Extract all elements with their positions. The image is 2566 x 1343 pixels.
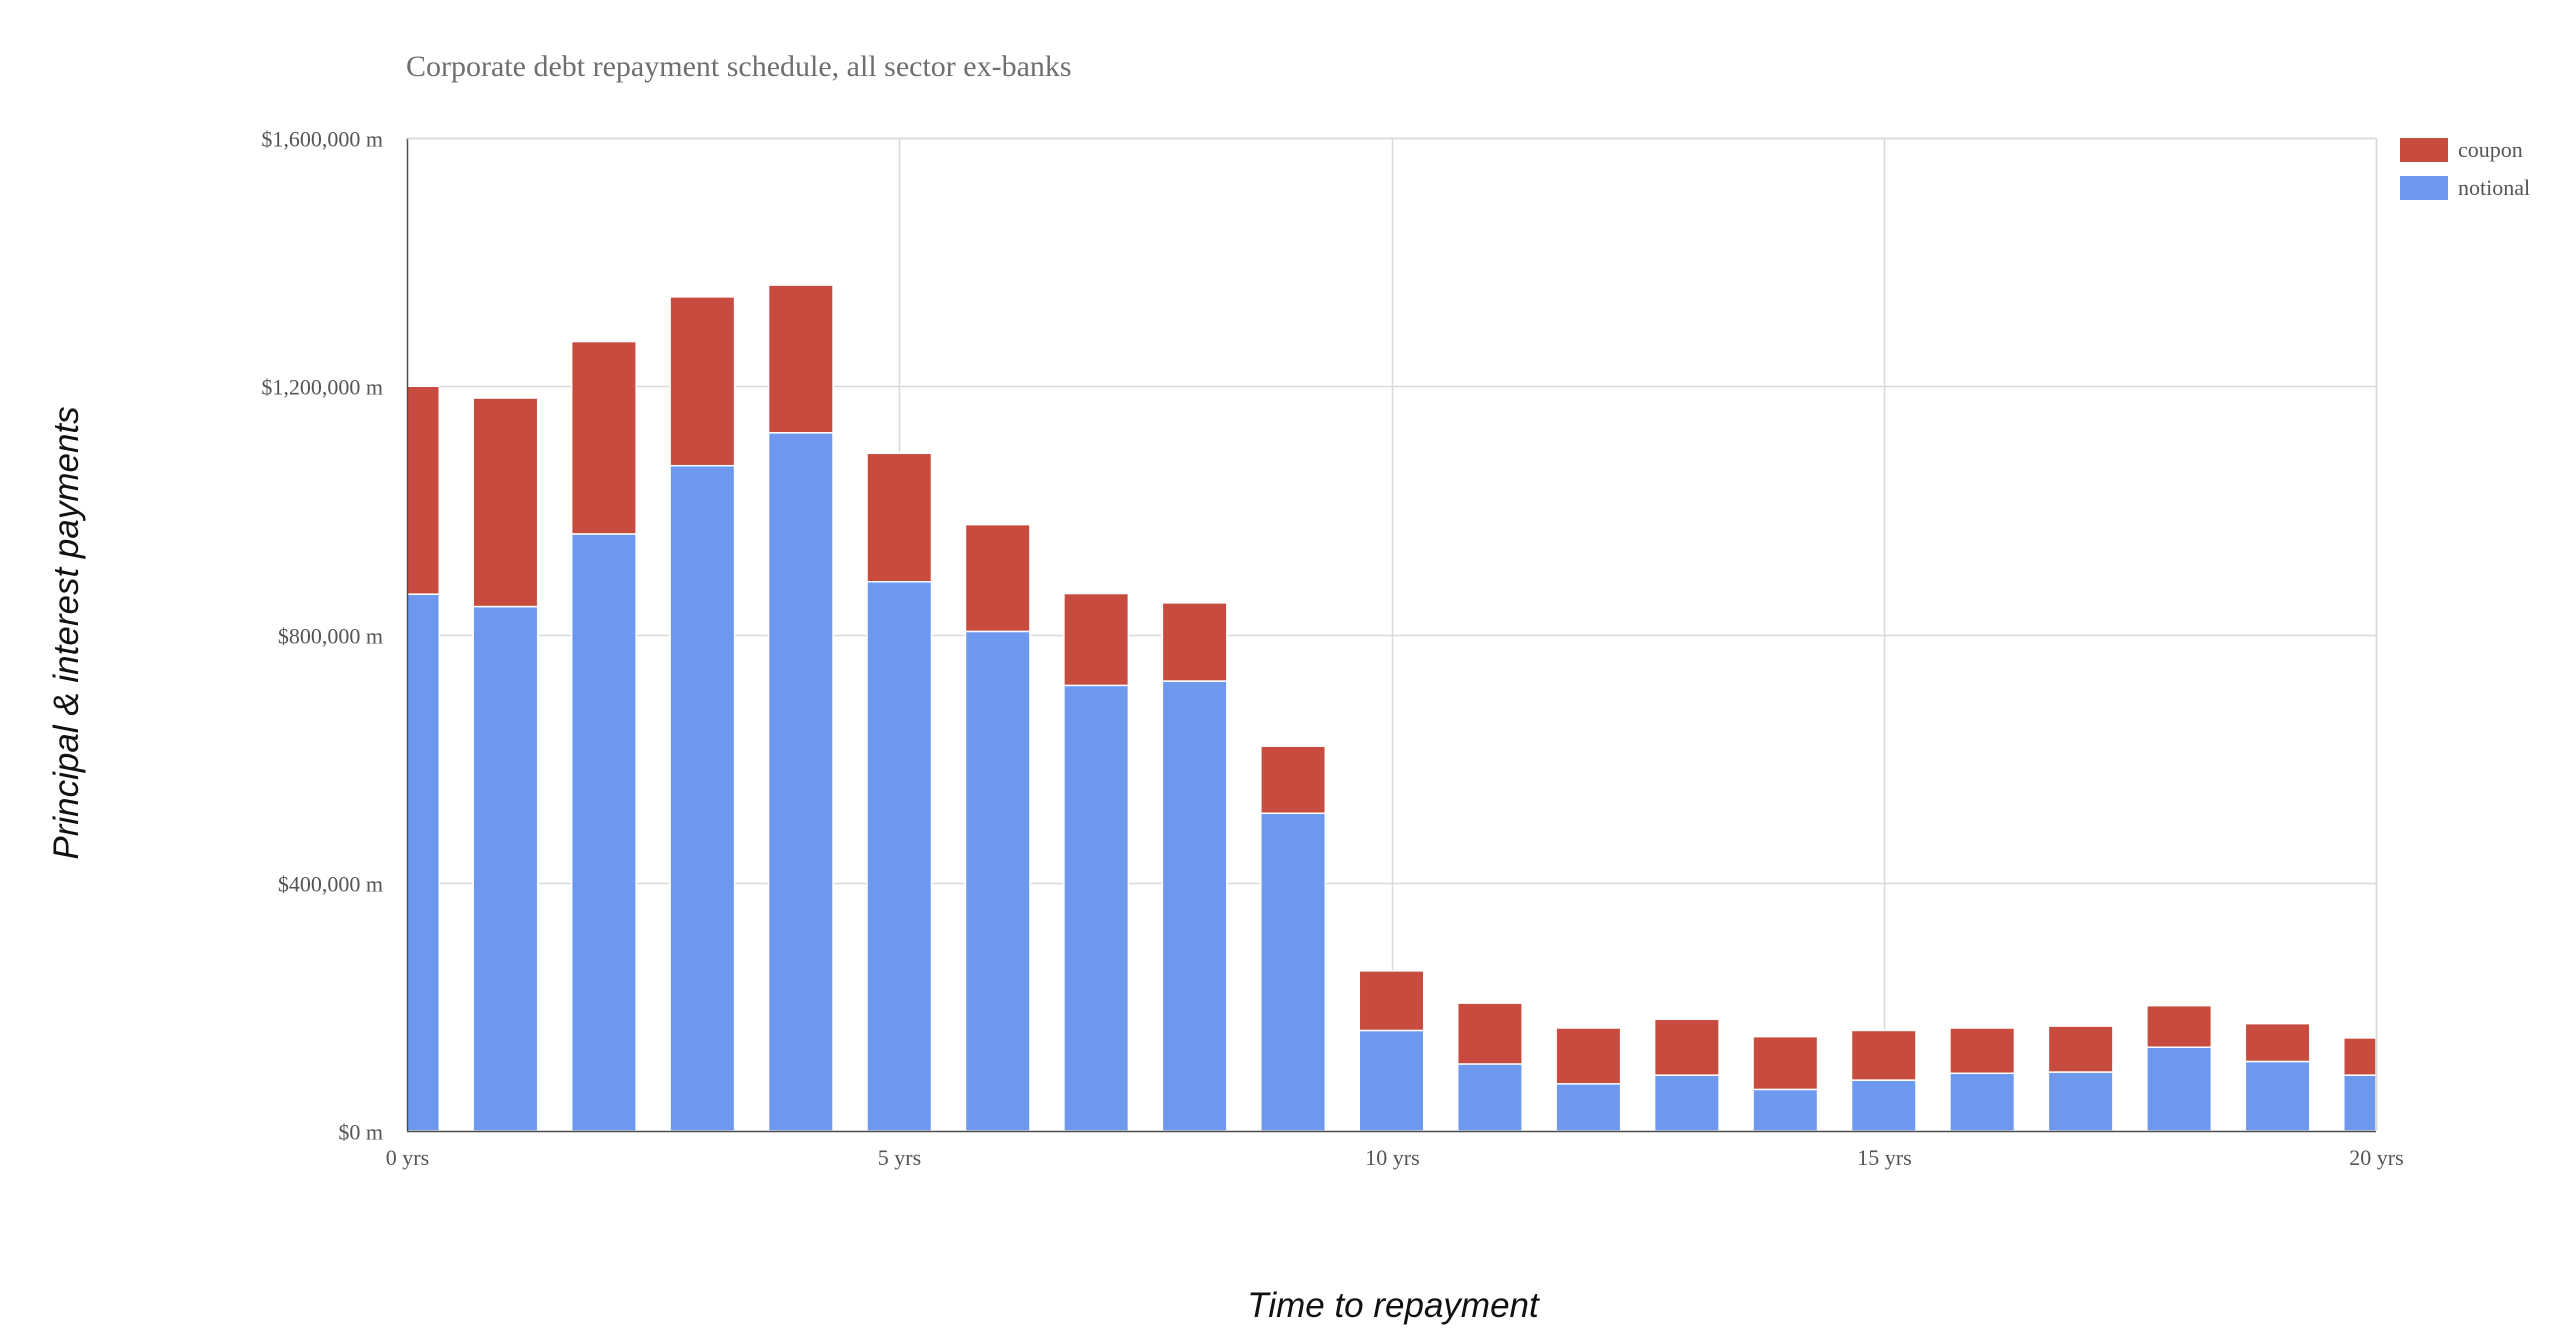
legend: coupon notional (2400, 137, 2530, 200)
bar-notional-1 (472, 605, 539, 1132)
bar-notional-16 (1949, 1072, 2016, 1132)
x-tick-label: 0 yrs (386, 1145, 429, 1170)
bar-coupon-16 (1949, 1027, 2016, 1075)
bar-notional-9 (1260, 812, 1327, 1132)
x-tick-label: 15 yrs (1857, 1145, 1911, 1170)
bar-coupon-9 (1260, 745, 1327, 814)
bar-notional-19 (2244, 1060, 2311, 1132)
legend-label-coupon: coupon (2458, 137, 2523, 162)
y-tick-label: $0 m (338, 1120, 383, 1145)
legend-swatch-coupon (2400, 138, 2448, 162)
bar-notional-4 (767, 432, 834, 1132)
y-tick-label: $1,600,000 m (261, 127, 383, 152)
x-axis-ticks: 0 yrs 5 yrs 10 yrs 15 yrs 20 yrs (386, 1145, 2404, 1170)
x-tick-label: 5 yrs (878, 1145, 921, 1170)
bar-notional-7 (1063, 684, 1130, 1132)
bar-coupon-17 (2047, 1025, 2114, 1073)
bar-notional-12 (1555, 1083, 1622, 1132)
x-tick-label: 10 yrs (1365, 1145, 1419, 1170)
bar-notional-11 (1456, 1063, 1523, 1132)
bar-notional-5 (866, 580, 933, 1132)
bar-coupon-19 (2244, 1022, 2311, 1063)
bar-notional-0 (406, 593, 440, 1132)
bar-notional-15 (1850, 1079, 1917, 1132)
bar-coupon-14 (1752, 1035, 1819, 1091)
bar-coupon-3 (669, 296, 736, 467)
y-axis-ticks: $0 m $400,000 m $800,000 m $1,200,000 m $1,6… (261, 127, 383, 1145)
y-axis-title: Principal & interest payments (47, 406, 86, 859)
bar-coupon-15 (1850, 1029, 1917, 1081)
bar-coupon-7 (1063, 592, 1130, 687)
bar-coupon-12 (1555, 1027, 1622, 1085)
bar-coupon-6 (964, 523, 1031, 633)
bar-coupon-4 (767, 284, 834, 434)
y-tick-label: $1,200,000 m (261, 375, 383, 400)
bar-coupon-18 (2146, 1004, 2213, 1048)
bar-notional-14 (1752, 1088, 1819, 1132)
bar-coupon-0 (406, 385, 440, 595)
bar-coupon-11 (1456, 1002, 1523, 1065)
axes (406, 137, 2378, 1133)
bars (406, 284, 2377, 1132)
bar-notional-6 (964, 630, 1031, 1132)
x-tick-label: 20 yrs (2349, 1145, 2403, 1170)
bar-coupon-20 (2343, 1037, 2377, 1076)
bar-coupon-5 (866, 452, 933, 583)
bar-coupon-1 (472, 397, 539, 608)
bar-coupon-2 (570, 340, 637, 535)
y-tick-label: $800,000 m (278, 624, 383, 649)
legend-swatch-notional (2400, 176, 2448, 200)
bar-notional-13 (1653, 1074, 1720, 1132)
bar-coupon-8 (1161, 602, 1228, 682)
bar-notional-18 (2146, 1046, 2213, 1132)
bar-notional-17 (2047, 1071, 2114, 1132)
bar-notional-20 (2343, 1074, 2377, 1132)
bar-coupon-10 (1358, 970, 1425, 1032)
bar-notional-8 (1161, 680, 1228, 1132)
chart-title: Corporate debt repayment schedule, all s… (406, 50, 1072, 83)
bar-notional-10 (1358, 1029, 1425, 1132)
x-axis-title: Time to repayment (1247, 1286, 1540, 1325)
bar-notional-3 (669, 464, 736, 1132)
bar-notional-2 (570, 533, 637, 1132)
legend-label-notional: notional (2458, 175, 2530, 200)
bar-coupon-13 (1653, 1018, 1720, 1076)
y-tick-label: $400,000 m (278, 872, 383, 897)
